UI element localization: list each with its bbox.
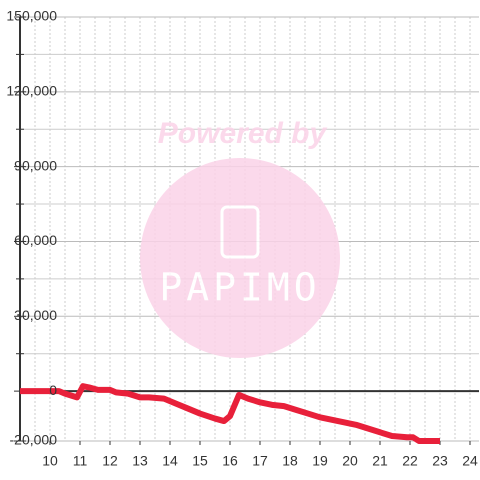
y-tick-label: 90,000 xyxy=(14,157,57,173)
x-tick-label: 15 xyxy=(192,453,208,469)
watermark: Powered by PAPIMO xyxy=(140,117,340,358)
y-tick-label: 0 xyxy=(49,382,57,398)
x-tick-label: 18 xyxy=(282,453,298,469)
y-tick-label: 60,000 xyxy=(14,232,57,248)
x-tick-label: 14 xyxy=(162,453,178,469)
data-line xyxy=(20,383,440,444)
labels: 10 11 12 13 14 15 16 17 18 19 20 21 22 23 24 -20,000 0 30… xyxy=(6,8,478,469)
watermark-text: Powered by xyxy=(158,117,328,150)
y-tick-label: 30,000 xyxy=(14,307,57,323)
x-tick-label: 17 xyxy=(252,453,268,469)
x-tick-label: 16 xyxy=(222,453,238,469)
x-tick-label: 13 xyxy=(132,453,148,469)
y-tick-label: 150,000 xyxy=(6,8,57,24)
x-tick-label: 10 xyxy=(42,453,58,469)
plot xyxy=(20,383,440,444)
x-tick-label: 19 xyxy=(312,453,328,469)
x-tick-label: 21 xyxy=(372,453,388,469)
y-tick-label: -20,000 xyxy=(10,432,58,448)
x-tick-label: 12 xyxy=(102,453,118,469)
x-tick-label: 11 xyxy=(73,453,88,469)
x-tick-label: 24 xyxy=(462,453,478,469)
x-tick-label: 20 xyxy=(342,453,358,469)
x-tick-label: 23 xyxy=(432,453,448,469)
x-tick-label: 22 xyxy=(402,453,418,469)
y-tick-label: 120,000 xyxy=(6,83,57,99)
watermark-logo: PAPIMO xyxy=(159,266,320,310)
watermark-phone xyxy=(220,205,260,259)
